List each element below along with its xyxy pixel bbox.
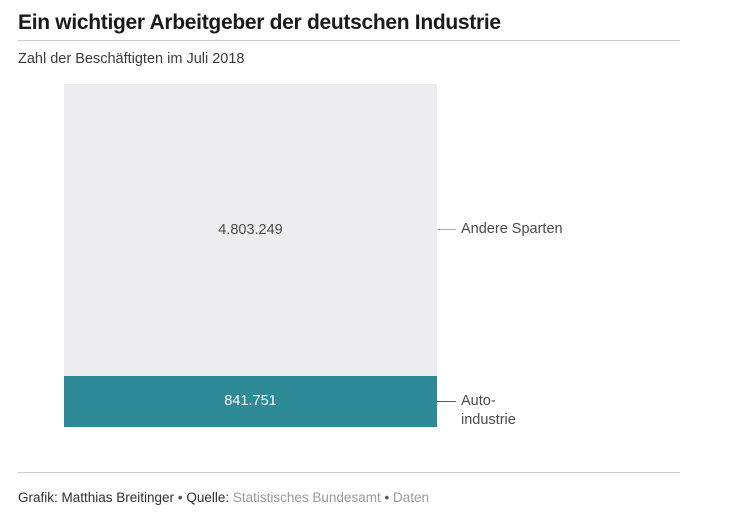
source-label: Quelle:: [186, 490, 230, 505]
stacked-bar-chart: 4.803.249 841.751 Andere Sparten Auto- i…: [64, 84, 684, 430]
segment-value-label: 4.803.249: [218, 221, 283, 238]
chart-subtitle: Zahl der Beschäftigten im Juli 2018: [18, 51, 245, 67]
annotation-autoindustrie: Auto- industrie: [437, 392, 516, 430]
footer-divider: [18, 472, 680, 473]
annotation-andere-sparten: Andere Sparten: [437, 220, 563, 239]
segment-value-label: 841.751: [224, 393, 277, 410]
separator-dot: •: [177, 490, 183, 505]
annotation-label: Andere Sparten: [461, 221, 563, 238]
data-link[interactable]: Daten: [392, 490, 429, 505]
annotation-label: Auto- industrie: [461, 392, 516, 428]
source-link[interactable]: Statistisches Bundesamt: [232, 490, 381, 505]
separator-dot: •: [384, 490, 390, 505]
chart-credit: Grafik: Matthias Breitinger: [18, 490, 175, 505]
title-divider: [18, 40, 680, 41]
annotation-tick: [437, 229, 456, 231]
page-title: Ein wichtiger Arbeitgeber der deutschen …: [18, 11, 501, 34]
bar-segment-andere-sparten: 4.803.249: [64, 84, 437, 376]
bar-column: 4.803.249 841.751: [64, 84, 437, 427]
annotation-tick: [437, 400, 456, 402]
chart-footer: Grafik: Matthias Breitinger • Quelle: St…: [18, 490, 429, 505]
bar-segment-autoindustrie: 841.751: [64, 375, 437, 427]
